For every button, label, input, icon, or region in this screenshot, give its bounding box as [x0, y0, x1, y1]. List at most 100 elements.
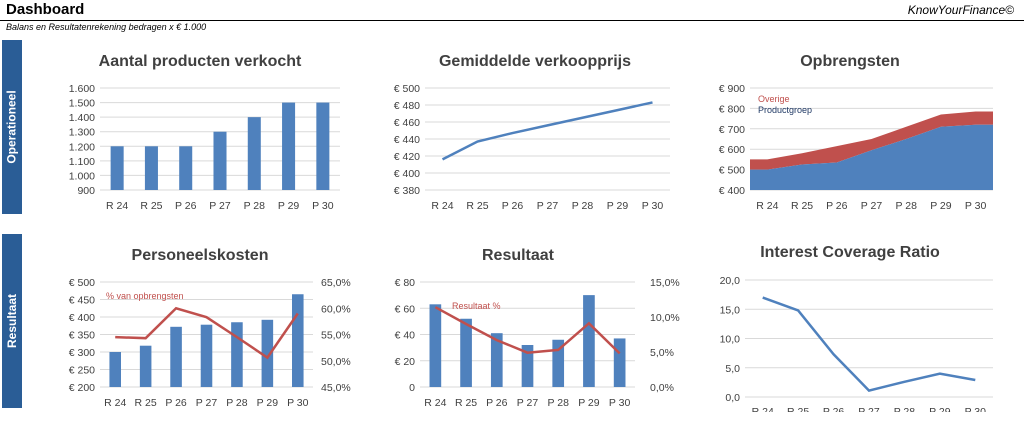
- x-tick-label: P 27: [537, 200, 559, 212]
- chart-resultaat: Resultaat 0 € 20 € 40 € 60 € 80 0,0% 5,0% 10,0% 1…: [395, 247, 680, 409]
- x-tick-label: P 30: [287, 397, 309, 409]
- bar: [490, 333, 503, 387]
- y-tick-label: 15,0: [720, 304, 741, 316]
- x-tick-label: P 28: [572, 200, 594, 212]
- bar: [170, 326, 182, 387]
- y-tick-label: € 400: [394, 168, 420, 180]
- brand-label: KnowYourFinance©: [907, 3, 1014, 17]
- y-tick-label: 900: [77, 185, 95, 197]
- y-tick-label: € 20: [395, 356, 416, 368]
- x-tick-label: P 26: [823, 406, 845, 412]
- y-tick-label: € 420: [394, 151, 420, 163]
- x-tick-label: P 30: [642, 200, 664, 212]
- x-tick-label: P 26: [502, 200, 524, 212]
- x-tick-label: R 25: [455, 397, 477, 409]
- chart-gemiddelde-verkoopprijs: Gemiddelde verkoopprijs € 380 € 400 € 420 € …: [394, 53, 670, 212]
- area-overige: [750, 111, 993, 170]
- y-tick-label: 0,0: [725, 392, 740, 404]
- bar: [139, 345, 152, 387]
- y-tick-label: € 60: [395, 303, 416, 315]
- x-tick-label: P 27: [517, 397, 539, 409]
- y-tick-label: € 250: [69, 365, 95, 377]
- series-line: [441, 101, 653, 161]
- section-label-operational: Operationeel: [5, 90, 20, 164]
- chart-personeelskosten: Personeelskosten € 200 € 250 € 300 € 350 € 40…: [69, 247, 351, 409]
- y-tick-label: € 300: [69, 347, 95, 359]
- y-tick-label: € 460: [394, 117, 420, 129]
- x-tick-label: R 24: [431, 200, 453, 212]
- x-tick-label: P 30: [965, 406, 987, 412]
- area-productgroep: [750, 124, 993, 190]
- y-tick-label: € 800: [719, 103, 745, 115]
- series-line: [762, 296, 976, 392]
- x-tick-label: P 26: [165, 397, 187, 409]
- y-tick-label: 0: [409, 382, 415, 394]
- section-band-operational: Operationeel: [2, 40, 22, 214]
- bar: [429, 304, 442, 387]
- bar: [179, 146, 193, 190]
- x-tick-label: P 26: [175, 200, 197, 212]
- y-tick-label: € 40: [395, 330, 416, 342]
- y-tick-label: 1.400: [69, 112, 95, 124]
- y-tick-label: € 600: [719, 144, 745, 156]
- x-tick-label: R 24: [756, 200, 778, 212]
- x-tick-label: R 24: [104, 397, 126, 409]
- series-label: % van opbrengsten: [106, 291, 184, 301]
- y-tick-label: € 450: [69, 295, 95, 307]
- bar: [261, 319, 274, 387]
- y-tick-label: € 500: [69, 277, 95, 289]
- section-band-result: Resultaat: [2, 234, 22, 408]
- y2-tick-label: 55,0%: [321, 330, 351, 342]
- x-tick-label: P 29: [578, 397, 600, 409]
- x-tick-label: P 29: [257, 397, 279, 409]
- x-tick-label: R 25: [140, 200, 162, 212]
- y-tick-label: € 400: [719, 185, 745, 197]
- x-tick-label: R 24: [106, 200, 128, 212]
- bar: [316, 102, 330, 190]
- x-tick-label: P 27: [861, 200, 883, 212]
- x-tick-label: P 27: [209, 200, 231, 212]
- x-tick-label: P 28: [548, 397, 570, 409]
- bar: [213, 131, 227, 190]
- series-label: Resultaat %: [452, 301, 501, 311]
- x-tick-label: P 26: [826, 200, 848, 212]
- y-tick-label: 5,0: [725, 363, 740, 375]
- y-tick-label: € 700: [719, 124, 745, 136]
- y-tick-label: € 500: [719, 165, 745, 177]
- series-line-secondary: [434, 306, 621, 355]
- y-tick-label: € 200: [69, 382, 95, 394]
- bar: [200, 324, 213, 387]
- x-tick-label: R 24: [424, 397, 446, 409]
- chart-title: Aantal producten verkocht: [99, 53, 302, 70]
- bar: [552, 339, 565, 387]
- x-tick-label: R 25: [135, 397, 157, 409]
- y-tick-label: 1.600: [69, 83, 95, 95]
- x-tick-label: R 25: [791, 200, 813, 212]
- x-tick-label: P 28: [244, 200, 266, 212]
- bar: [247, 117, 261, 190]
- bar: [521, 345, 534, 387]
- y2-tick-label: 50,0%: [321, 356, 351, 368]
- page-subtitle: Balans en Resultatenrekening bedragen x …: [6, 22, 207, 32]
- y-tick-label: € 80: [395, 277, 416, 289]
- y-tick-label: € 500: [394, 83, 420, 95]
- chart-interest-coverage-ratio: Interest Coverage Ratio 0,0 5,0 10,0 15,0 20,…: [720, 244, 993, 412]
- chart-title: Gemiddelde verkoopprijs: [439, 53, 631, 70]
- bar: [282, 102, 296, 190]
- header-bar: Dashboard KnowYourFinance©: [0, 0, 1024, 21]
- x-tick-label: P 27: [858, 406, 880, 412]
- y-tick-label: 1.000: [69, 170, 95, 182]
- y-tick-label: 10,0: [720, 334, 741, 346]
- x-tick-label: P 29: [278, 200, 300, 212]
- x-tick-label: R 24: [752, 406, 774, 412]
- y2-tick-label: 15,0%: [650, 277, 680, 289]
- page-title: Dashboard: [6, 1, 85, 18]
- y-tick-label: 20,0: [720, 275, 741, 287]
- legend-overige: Overige: [758, 94, 790, 104]
- chart-title: Opbrengsten: [800, 53, 900, 70]
- y2-tick-label: 5,0%: [650, 347, 674, 359]
- x-tick-label: P 29: [929, 406, 951, 412]
- y-tick-label: 1.500: [69, 98, 95, 110]
- x-tick-label: P 28: [226, 397, 248, 409]
- y2-tick-label: 10,0%: [650, 312, 680, 324]
